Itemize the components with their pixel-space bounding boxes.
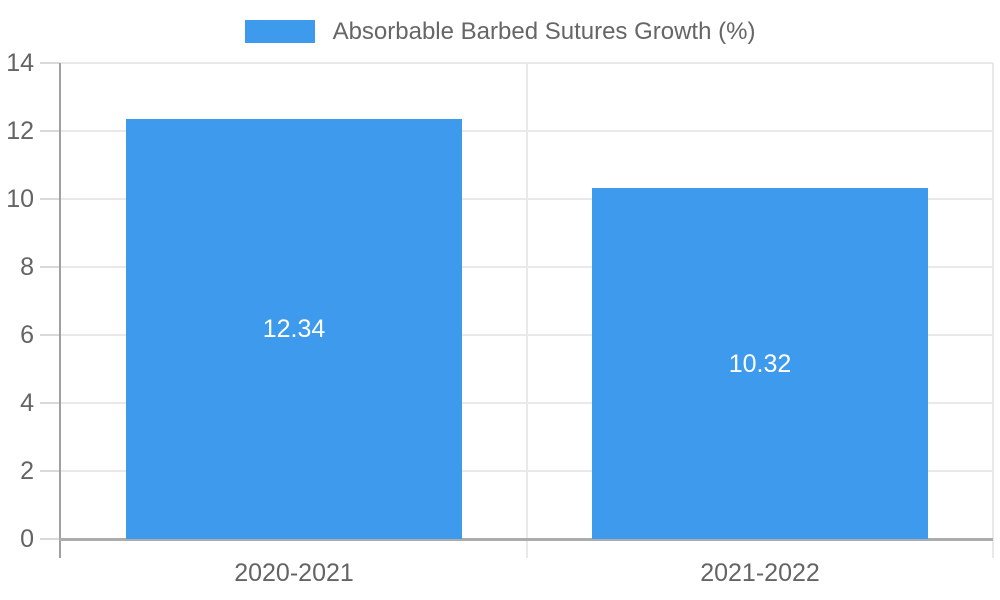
y-axis-label: 8 [20, 253, 34, 281]
legend-swatch [244, 20, 315, 43]
y-tick-mark [40, 198, 60, 200]
y-tick-mark [40, 334, 60, 336]
x-axis-label: 2020-2021 [234, 559, 354, 587]
y-axis-label: 14 [6, 49, 34, 77]
y-axis-line [59, 63, 61, 558]
y-axis-label: 4 [20, 389, 34, 417]
x-gridline [992, 63, 994, 558]
x-gridline [526, 63, 528, 558]
y-tick-mark [40, 62, 60, 64]
x-axis-line [59, 537, 993, 541]
y-axis-label: 10 [6, 185, 34, 213]
bar-value-label: 12.34 [262, 315, 326, 344]
y-axis-label: 0 [20, 525, 34, 553]
y-axis-label: 2 [20, 457, 34, 485]
y-tick-mark [40, 266, 60, 268]
y-tick-mark [40, 130, 60, 132]
y-tick-mark [40, 470, 60, 472]
y-axis-label: 6 [20, 321, 34, 349]
bar[interactable] [126, 119, 462, 539]
y-tick-mark [40, 538, 60, 540]
bar[interactable] [592, 188, 928, 539]
bar-value-label: 10.32 [728, 349, 792, 378]
x-axis-label: 2021-2022 [700, 559, 820, 587]
legend-label: Absorbable Barbed Sutures Growth (%) [332, 18, 756, 45]
y-axis-label: 12 [6, 117, 34, 145]
legend[interactable]: Absorbable Barbed Sutures Growth (%) [0, 16, 1000, 47]
y-tick-mark [40, 402, 60, 404]
